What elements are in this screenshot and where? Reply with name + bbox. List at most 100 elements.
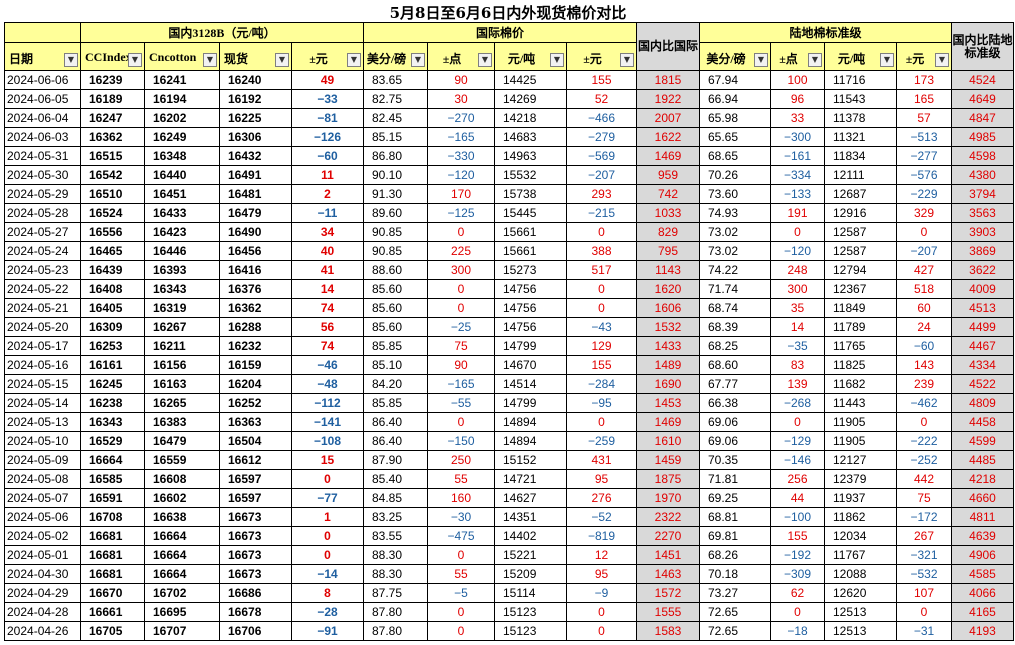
cell-intl-points[interactable]: −165 [427,127,495,147]
cell-ccindex[interactable]: 16591 [80,488,145,508]
cell-intl-yuan[interactable]: 14756 [494,317,567,337]
cell-intl-change[interactable]: 517 [566,260,637,280]
cell-intl-change[interactable]: 0 [566,298,637,318]
cell-intl-yuan[interactable]: 14894 [494,431,567,451]
cell-land-cents[interactable]: 69.81 [699,526,771,546]
cell-intl-cents[interactable]: 83.55 [363,526,428,546]
cell-intl-cents[interactable]: 90.85 [363,222,428,242]
cell-intl-yuan[interactable]: 14670 [494,355,567,375]
filter-dropdown-icon[interactable]: ▼ [550,53,564,67]
cell-intl-yuan[interactable]: 14963 [494,146,567,166]
cell-spot-change[interactable]: −46 [291,355,364,375]
cell-spot[interactable]: 16432 [219,146,292,166]
cell-intl-points[interactable]: 30 [427,89,495,109]
cell-spot-change[interactable]: 74 [291,298,364,318]
cell-intl-points[interactable]: −150 [427,431,495,451]
cell-intl-cents[interactable]: 85.60 [363,279,428,299]
cell-intl-cents[interactable]: 90.85 [363,241,428,261]
cell-date[interactable]: 2024-05-29 [4,184,81,204]
cell-land-yuan[interactable]: 11682 [824,374,897,394]
cell-land-yuan[interactable]: 11543 [824,89,897,109]
cell-china-vs-intl[interactable]: 959 [636,165,700,185]
cell-ccindex[interactable]: 16439 [80,260,145,280]
cell-china-vs-intl[interactable]: 1610 [636,431,700,451]
cell-china-vs-intl[interactable]: 1583 [636,621,700,641]
cell-ccindex[interactable]: 16510 [80,184,145,204]
cell-china-vs-land[interactable]: 4193 [951,621,1014,641]
cell-land-change[interactable]: 0 [896,412,952,432]
cell-intl-points[interactable]: −5 [427,583,495,603]
cell-spot-change[interactable]: 49 [291,70,364,90]
cell-land-points[interactable]: −133 [770,184,825,204]
filter-dropdown-icon[interactable]: ▼ [128,53,142,67]
cell-spot[interactable]: 16192 [219,89,292,109]
cell-spot-change[interactable]: 14 [291,279,364,299]
cell-intl-change[interactable]: −207 [566,165,637,185]
cell-land-change[interactable]: 143 [896,355,952,375]
cell-intl-points[interactable]: −120 [427,165,495,185]
cell-china-vs-land[interactable]: 4066 [951,583,1014,603]
cell-land-cents[interactable]: 66.38 [699,393,771,413]
cell-china-vs-intl[interactable]: 1970 [636,488,700,508]
cell-land-points[interactable]: 0 [770,412,825,432]
cell-intl-cents[interactable]: 91.30 [363,184,428,204]
cell-intl-change[interactable]: 95 [566,564,637,584]
cell-land-cents[interactable]: 68.74 [699,298,771,318]
cell-spot-change[interactable]: −91 [291,621,364,641]
cell-intl-points[interactable]: 300 [427,260,495,280]
cell-spot-change[interactable]: 0 [291,545,364,565]
cell-ccindex[interactable]: 16309 [80,317,145,337]
cell-china-vs-land[interactable]: 4513 [951,298,1014,318]
cell-intl-yuan[interactable]: 14799 [494,393,567,413]
cell-intl-change[interactable]: −569 [566,146,637,166]
cell-china-vs-land[interactable]: 4598 [951,146,1014,166]
cell-intl-yuan[interactable]: 14756 [494,298,567,318]
cell-spot[interactable]: 16159 [219,355,292,375]
cell-ccindex[interactable]: 16664 [80,450,145,470]
cell-land-points[interactable]: 155 [770,526,825,546]
cell-ccindex[interactable]: 16189 [80,89,145,109]
cell-land-points[interactable]: −120 [770,241,825,261]
filter-dropdown-icon[interactable]: ▼ [347,53,361,67]
cell-ccindex[interactable]: 16661 [80,602,145,622]
cell-intl-yuan[interactable]: 14756 [494,279,567,299]
cell-spot-change[interactable]: 11 [291,165,364,185]
cell-intl-points[interactable]: −330 [427,146,495,166]
cell-intl-points[interactable]: 0 [427,222,495,242]
cell-spot-change[interactable]: 8 [291,583,364,603]
cell-land-yuan[interactable]: 11849 [824,298,897,318]
cell-intl-points[interactable]: 0 [427,602,495,622]
cell-land-change[interactable]: 0 [896,602,952,622]
cell-spot-change[interactable]: −48 [291,374,364,394]
cell-land-cents[interactable]: 73.27 [699,583,771,603]
cell-spot-change[interactable]: −14 [291,564,364,584]
cell-date[interactable]: 2024-05-08 [4,469,81,489]
cell-land-points[interactable]: 0 [770,602,825,622]
cell-china-vs-land[interactable]: 3622 [951,260,1014,280]
cell-intl-cents[interactable]: 86.40 [363,412,428,432]
cell-intl-change[interactable]: −95 [566,393,637,413]
cell-spot[interactable]: 16490 [219,222,292,242]
cell-land-change[interactable]: −252 [896,450,952,470]
cell-land-yuan[interactable]: 12513 [824,621,897,641]
cell-intl-change[interactable]: 276 [566,488,637,508]
cell-land-cents[interactable]: 70.35 [699,450,771,470]
filter-dropdown-icon[interactable]: ▼ [411,53,425,67]
cell-spot[interactable]: 16225 [219,108,292,128]
cell-spot-change[interactable]: −33 [291,89,364,109]
cell-land-cents[interactable]: 70.18 [699,564,771,584]
cell-land-points[interactable]: −334 [770,165,825,185]
cell-cncotton[interactable]: 16451 [144,184,220,204]
cell-date[interactable]: 2024-04-30 [4,564,81,584]
filter-dropdown-icon[interactable]: ▼ [203,53,217,67]
cell-land-change[interactable]: 75 [896,488,952,508]
filter-dropdown-icon[interactable]: ▼ [620,53,634,67]
cell-intl-yuan[interactable]: 14683 [494,127,567,147]
cell-intl-change[interactable]: −52 [566,507,637,527]
cell-date[interactable]: 2024-05-13 [4,412,81,432]
cell-intl-cents[interactable]: 86.80 [363,146,428,166]
cell-land-yuan[interactable]: 12794 [824,260,897,280]
cell-land-change[interactable]: 24 [896,317,952,337]
cell-land-change[interactable]: −207 [896,241,952,261]
cell-cncotton[interactable]: 16602 [144,488,220,508]
